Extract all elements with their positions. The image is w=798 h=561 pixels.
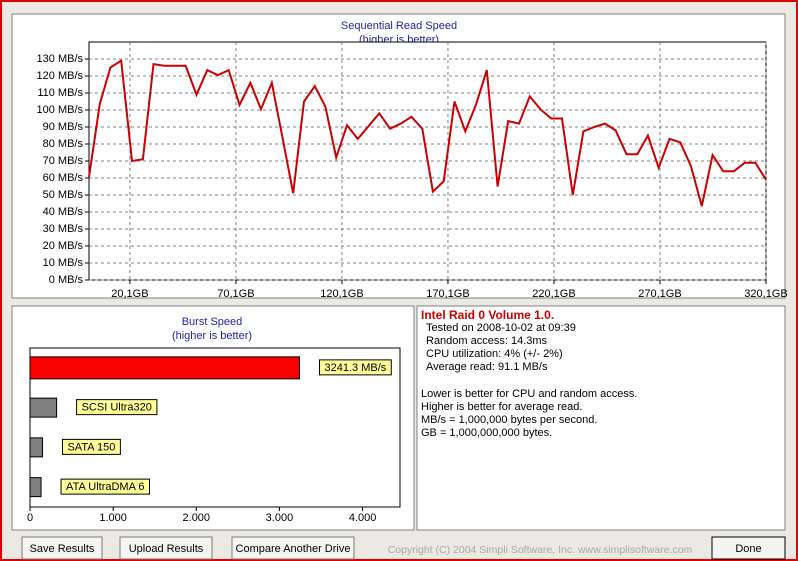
y-tick-label: 120 MB/s <box>37 70 84 82</box>
y-tick-label: 50 MB/s <box>43 189 84 201</box>
y-tick-label: 70 MB/s <box>43 155 84 167</box>
bar-label: ATA UltraDMA 6 <box>66 481 144 493</box>
y-tick-label: 90 MB/s <box>43 121 84 133</box>
info-title: Intel Raid 0 Volume 1.0. <box>421 308 554 322</box>
copyright: Copyright (C) 2004 Simpli Software, Inc.… <box>388 544 693 556</box>
button-label[interactable]: Save Results <box>30 543 95 555</box>
bar-label: SATA 150 <box>67 441 115 453</box>
info-line: Average read: 91.1 MB/s <box>426 361 548 373</box>
bar-label-box <box>76 399 158 416</box>
x-tick-label: 3.000 <box>266 512 294 524</box>
button[interactable] <box>21 536 103 560</box>
x-tick-label: 120,1GB <box>320 288 363 300</box>
info-line: GB = 1,000,000,000 bytes. <box>421 427 552 439</box>
bar-label-box <box>60 478 151 495</box>
bar <box>29 437 43 458</box>
y-tick-label: 110 MB/s <box>37 87 83 99</box>
button-label[interactable]: Compare Another Drive <box>236 543 351 555</box>
button[interactable] <box>119 536 213 560</box>
chart-title: Sequential Read Speed <box>341 20 457 32</box>
y-tick-label: 80 MB/s <box>43 138 84 150</box>
button-label[interactable]: Done <box>735 543 761 555</box>
bar-label: SCSI Ultra320 <box>82 402 152 414</box>
chart-title: Burst Speed <box>182 316 243 328</box>
chart-subtitle: (higher is better) <box>172 330 252 342</box>
info-line: MB/s = 1,000,000 bytes per second. <box>421 414 597 426</box>
y-tick-label: 60 MB/s <box>43 172 84 184</box>
info-panel <box>416 305 786 531</box>
y-tick-label: 30 MB/s <box>43 223 84 235</box>
bar-label-box <box>319 359 392 376</box>
bar-label-box <box>61 438 121 455</box>
y-tick-label: 10 MB/s <box>43 257 84 269</box>
bar <box>29 356 301 380</box>
info-line: CPU utilization: 4% (+/- 2%) <box>426 348 563 360</box>
info-line: Random access: 14.3ms <box>426 335 548 347</box>
info-line: Higher is better for average read. <box>421 401 582 413</box>
button-label[interactable]: Upload Results <box>129 543 204 555</box>
x-tick-label: 70,1GB <box>217 288 254 300</box>
x-tick-label: 270,1GB <box>638 288 681 300</box>
info-line: Lower is better for CPU and random acces… <box>421 388 637 400</box>
button[interactable] <box>711 536 786 560</box>
y-tick-label: 130 MB/s <box>37 53 84 65</box>
y-tick-label: 100 MB/s <box>37 104 84 116</box>
y-tick-label: 20 MB/s <box>43 240 84 252</box>
button[interactable] <box>231 536 355 560</box>
x-tick-label: 20,1GB <box>111 288 148 300</box>
buttons: Save Results Upload Results Compare Anothe… <box>21 536 786 560</box>
y-tick-label: 0 MB/s <box>49 274 84 286</box>
y-tick-label: 40 MB/s <box>43 206 84 218</box>
bar <box>29 397 58 418</box>
bar-label: 3241.3 MB/s <box>325 362 387 374</box>
x-tick-label: 220,1GB <box>532 288 575 300</box>
x-tick-label: 170,1GB <box>426 288 469 300</box>
x-tick-label: 320,1GB <box>744 288 787 300</box>
bar <box>29 477 42 498</box>
info-line: Tested on 2008-10-02 at 09:39 <box>426 322 576 334</box>
read-line <box>88 59 767 207</box>
x-tick-label: 2.000 <box>183 512 211 524</box>
x-tick-label: 1.000 <box>99 512 127 524</box>
x-tick-label: 4.000 <box>349 512 377 524</box>
x-tick-label: 0 <box>27 512 33 524</box>
